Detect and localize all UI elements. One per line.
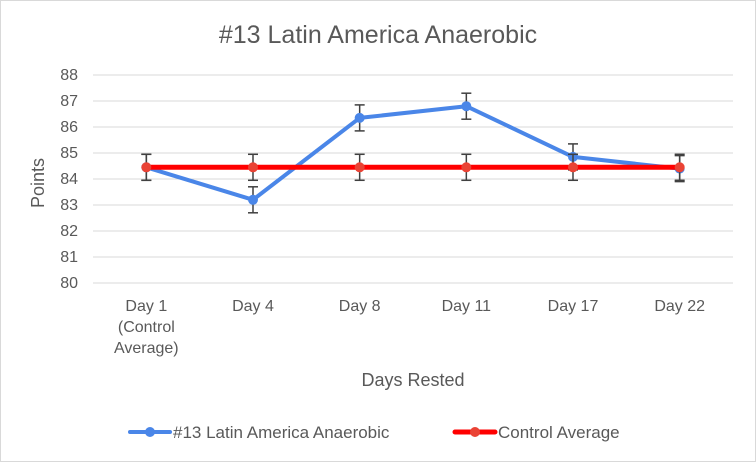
legend-marker-swatch [470,427,480,437]
x-tick-line: Average) [114,340,179,357]
data-point [354,112,365,123]
data-point [461,101,472,112]
x-tick-line: Day 1 [125,298,167,315]
y-tick-label: 82 [60,223,78,240]
x-tick-label: Day 17 [548,298,599,315]
x-tick-line: Day 22 [654,298,705,315]
x-tick-label: Day 1 (Control Average) [114,298,179,357]
series-control-average [141,153,685,182]
x-tick-label: Day 8 [339,298,381,315]
x-tick-labels: Day 1 (Control Average) Day 4 Day 8 Day 11 Day… [114,298,705,357]
series-line [144,104,682,202]
y-tick-label: 80 [60,275,78,292]
y-tick-labels: 80 81 82 83 84 85 86 87 88 [60,67,78,292]
legend-label: #13 Latin America Anaerobic [173,423,390,442]
y-tick-label: 87 [60,93,78,110]
x-tick-line: Day 17 [548,298,599,315]
x-tick-line: Day 8 [339,298,381,315]
data-point [461,162,472,173]
y-tick-label: 83 [60,197,78,214]
legend-item-latin-america-anaerobic[interactable]: #13 Latin America Anaerobic [128,423,390,442]
x-tick-label: Day 4 [232,298,274,315]
legend-label: Control Average [498,423,620,442]
data-point [141,162,152,173]
chart-title: #13 Latin America Anaerobic [219,21,537,49]
series-layer [141,92,685,214]
data-point [568,162,578,173]
gridlines [93,74,733,284]
legend-marker-swatch [145,427,155,437]
y-tick-label: 86 [60,119,78,136]
x-tick-label: Day 22 [654,298,705,315]
legend-item-control-average[interactable]: Control Average [452,423,620,442]
data-point [354,162,365,173]
y-tick-label: 88 [60,67,78,84]
y-tick-label: 81 [60,249,78,266]
x-axis-label: Days Rested [361,370,464,390]
x-tick-label: Day 11 [442,298,492,315]
x-tick-line: Day 11 [442,298,492,315]
legend[interactable]: #13 Latin America Anaerobic Control Avera… [128,423,620,442]
x-tick-line: Day 4 [232,298,274,315]
y-tick-label: 85 [60,145,78,162]
data-point [248,162,258,173]
y-tick-label: 84 [60,171,78,188]
x-tick-line: (Control [118,319,175,336]
y-axis-label: Points [28,158,48,208]
data-point [248,194,258,205]
data-point [674,162,685,173]
